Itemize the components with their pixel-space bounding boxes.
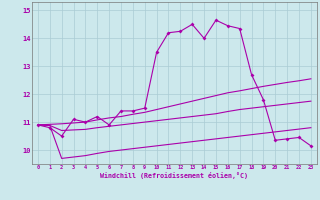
X-axis label: Windchill (Refroidissement éolien,°C): Windchill (Refroidissement éolien,°C) [100,172,248,179]
